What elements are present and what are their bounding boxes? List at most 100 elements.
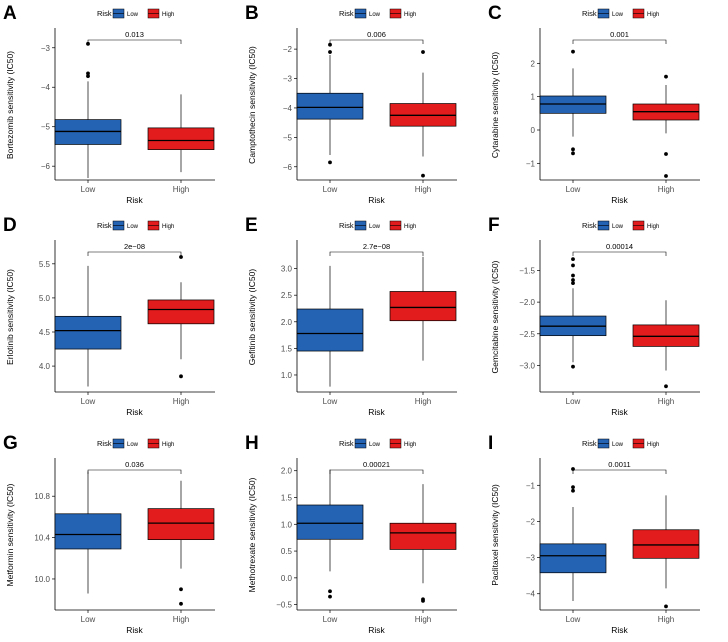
y-axis-title: Methotrexate sensitivity (IC50) <box>247 477 257 592</box>
outlier-point <box>421 50 425 54</box>
legend-title: Risk <box>339 9 354 18</box>
y-axis-title: Cytarabine sensitivity (IC50) <box>490 52 500 158</box>
legend: Risk Low High <box>97 438 174 449</box>
y-tick-label: −3.0 <box>519 361 535 370</box>
x-axis-title: Risk <box>368 407 385 417</box>
panel-letter: C <box>488 3 502 24</box>
panel-letter: B <box>245 3 259 24</box>
p-value-label: 2e−08 <box>124 242 145 251</box>
y-tick-label: 1.5 <box>281 344 293 353</box>
bracket-line <box>329 251 424 256</box>
outlier-point <box>328 589 332 594</box>
x-axis-title: Risk <box>611 407 628 417</box>
y-tick-label: −4 <box>41 83 51 92</box>
legend-label-high: High <box>162 442 174 448</box>
y-tick-label: −4 <box>283 104 293 113</box>
chart-panel-e: E Risk Low High 1.0 1.5 2.0 2.5 3.0 Low High Risk Ge… <box>245 215 457 417</box>
outlier-point <box>179 255 183 259</box>
y-tick-label: −4 <box>526 590 536 599</box>
p-value-label: 0.006 <box>367 30 386 39</box>
panel-letter: H <box>245 433 259 454</box>
box-body <box>296 92 364 120</box>
y-axis-title: Bortezomib sensitivity (IC50) <box>5 51 15 159</box>
box-body <box>296 504 364 540</box>
y-tick-label: 2.0 <box>281 318 293 327</box>
x-tick-label-high: High <box>173 185 189 194</box>
y-tick-label: 10.4 <box>34 534 50 543</box>
legend: Risk Low High <box>582 8 659 19</box>
box-high <box>389 50 457 178</box>
comparison-bracket: 0.00021 <box>329 460 424 474</box>
legend-title: Risk <box>339 439 354 448</box>
outlier-point <box>86 74 90 79</box>
outlier-point <box>571 364 575 369</box>
y-tick-label: −1 <box>526 481 536 490</box>
box-low <box>54 471 122 594</box>
y-axis-title: Camptothecin sensitivity (IC50) <box>247 46 257 164</box>
p-value-label: 0.013 <box>125 30 144 39</box>
x-tick-label-low: Low <box>323 615 338 624</box>
x-tick-label-high: High <box>658 615 674 624</box>
box-low <box>539 49 607 156</box>
bracket-line <box>87 39 182 44</box>
legend-title: Risk <box>582 439 597 448</box>
x-tick-label-low: Low <box>566 185 581 194</box>
box-low <box>539 257 607 369</box>
chart-panel-g: G Risk Low High 10.0 10.4 10.8 Low High Risk Metfo… <box>3 433 215 635</box>
y-tick-label: −2.5 <box>519 330 535 339</box>
y-tick-label: 1.5 <box>281 494 293 503</box>
legend-title: Risk <box>582 221 597 230</box>
box-body <box>54 513 122 550</box>
legend-label-low: Low <box>369 442 381 448</box>
comparison-bracket: 0.0011 <box>572 460 667 474</box>
y-axis-title: Erlotinib sensitivity (IC50) <box>5 269 15 365</box>
panel-letter: E <box>245 215 258 236</box>
x-tick-label-low: Low <box>566 615 581 624</box>
y-tick-label: 2.0 <box>281 467 293 476</box>
y-tick-label: 5.5 <box>39 260 51 269</box>
outlier-point <box>179 374 183 379</box>
comparison-bracket: 0.013 <box>87 30 182 44</box>
legend-label-high: High <box>647 224 659 230</box>
legend-label-low: Low <box>127 442 139 448</box>
outlier-point <box>664 174 668 178</box>
chart-panel-d: D Risk Low High 4.0 4.5 5.0 5.5 Low High Risk Erlot… <box>3 215 215 417</box>
legend-title: Risk <box>97 221 112 230</box>
y-tick-label: −6 <box>41 162 51 171</box>
legend-label-low: Low <box>127 224 139 230</box>
box-body <box>147 508 215 541</box>
x-tick-label-high: High <box>415 397 431 406</box>
legend-label-high: High <box>647 12 659 18</box>
outlier-point <box>571 49 575 54</box>
y-axis-title: Metformin sensitivity (IC50) <box>5 483 15 586</box>
p-value-label: 0.036 <box>125 460 144 469</box>
chart-panel-c: C Risk Low High −1 0 1 2 Low High Risk Cytarabine s… <box>488 3 700 205</box>
outlier-point <box>571 147 575 152</box>
legend-label-high: High <box>404 224 416 230</box>
bracket-line <box>329 469 424 474</box>
box-high <box>147 480 215 606</box>
box-low <box>296 265 364 387</box>
x-tick-label-low: Low <box>323 185 338 194</box>
box-low <box>296 469 364 599</box>
y-tick-label: 0.5 <box>281 547 293 556</box>
outlier-point <box>664 152 668 156</box>
box-body <box>389 291 457 322</box>
chart-panel-f: F Risk Low High −3.0 −2.5 −2.0 −1.5 Low High Risk G… <box>488 215 700 417</box>
y-tick-label: −3 <box>41 44 51 53</box>
bracket-line <box>572 251 667 256</box>
y-tick-label: 1.0 <box>281 371 293 380</box>
outlier-point <box>571 257 575 261</box>
box-high <box>389 484 457 603</box>
y-tick-label: 0.0 <box>281 574 293 583</box>
y-tick-label: 2.5 <box>281 291 293 300</box>
box-low <box>539 467 607 601</box>
legend: Risk Low High <box>339 438 416 449</box>
box-body <box>147 299 215 325</box>
legend: Risk Low High <box>582 438 659 449</box>
legend: Risk Low High <box>339 220 416 231</box>
legend-label-low: Low <box>612 224 624 230</box>
legend-label-high: High <box>162 224 174 230</box>
bracket-line <box>87 469 182 474</box>
chart-panel-b: B Risk Low High −6 −5 −4 −3 −2 Low High Risk Camptot… <box>245 3 457 205</box>
